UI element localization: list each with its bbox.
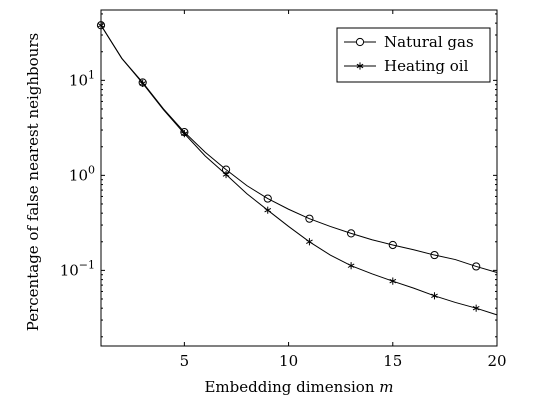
data-point xyxy=(472,262,481,271)
data-point xyxy=(305,214,314,223)
series-0 xyxy=(96,21,498,273)
data-point xyxy=(181,130,188,138)
y-tick-label-base: 10 xyxy=(69,166,88,184)
data-point xyxy=(388,240,397,250)
data-point xyxy=(347,262,355,270)
series-1 xyxy=(97,21,498,316)
y-tick-label: 10−1 xyxy=(60,258,95,279)
data-point xyxy=(430,250,439,260)
legend-marker-circle xyxy=(355,37,365,47)
legend-label-heating-oil: Heating oil xyxy=(384,57,469,75)
data-point xyxy=(222,170,230,179)
y-tick-label-base: 10 xyxy=(60,261,79,279)
x-axis-label-main: Embedding dimension xyxy=(204,378,379,396)
x-tick-label: 5 xyxy=(180,352,190,370)
data-point xyxy=(472,304,480,312)
y-tick-label-base: 10 xyxy=(69,71,88,89)
data-point xyxy=(263,194,272,203)
axes xyxy=(100,9,498,347)
data-point xyxy=(347,229,356,238)
data-point xyxy=(431,292,438,300)
legend-star-shape xyxy=(356,62,364,70)
data-point xyxy=(264,206,272,214)
x-tick-label: 15 xyxy=(383,352,402,370)
y-tick-label-exponent: 0 xyxy=(88,163,95,176)
y-tick-label-exponent: 1 xyxy=(88,68,95,81)
legend-label-natural-gas: Natural gas xyxy=(384,33,474,51)
y-tick-label-exponent: −1 xyxy=(79,258,95,271)
series-line-1 xyxy=(100,24,498,316)
x-tick-label: 10 xyxy=(279,352,298,370)
x-axis-label: Embedding dimension m xyxy=(204,378,393,396)
y-axis-label: Percentage of false nearest neighbours xyxy=(24,33,42,331)
data-point xyxy=(389,277,397,285)
legend-entry-natural-gas: Natural gas xyxy=(344,33,474,51)
legend-box xyxy=(336,27,491,83)
data-point xyxy=(306,238,313,246)
x-axis-ticks: 5 10 15 20 xyxy=(180,10,507,370)
plot-frame xyxy=(100,9,498,347)
data-point xyxy=(139,79,147,87)
x-axis-label-variable: m xyxy=(379,378,393,396)
legend-marker-star xyxy=(356,62,364,70)
legend: Natural gas Heating oil xyxy=(336,27,491,83)
legend-entry-heating-oil: Heating oil xyxy=(344,57,469,75)
x-tick-label: 20 xyxy=(487,352,506,370)
plot-content xyxy=(96,21,498,316)
y-tick-label: 101 xyxy=(69,68,95,89)
y-tick-label: 100 xyxy=(69,163,95,184)
